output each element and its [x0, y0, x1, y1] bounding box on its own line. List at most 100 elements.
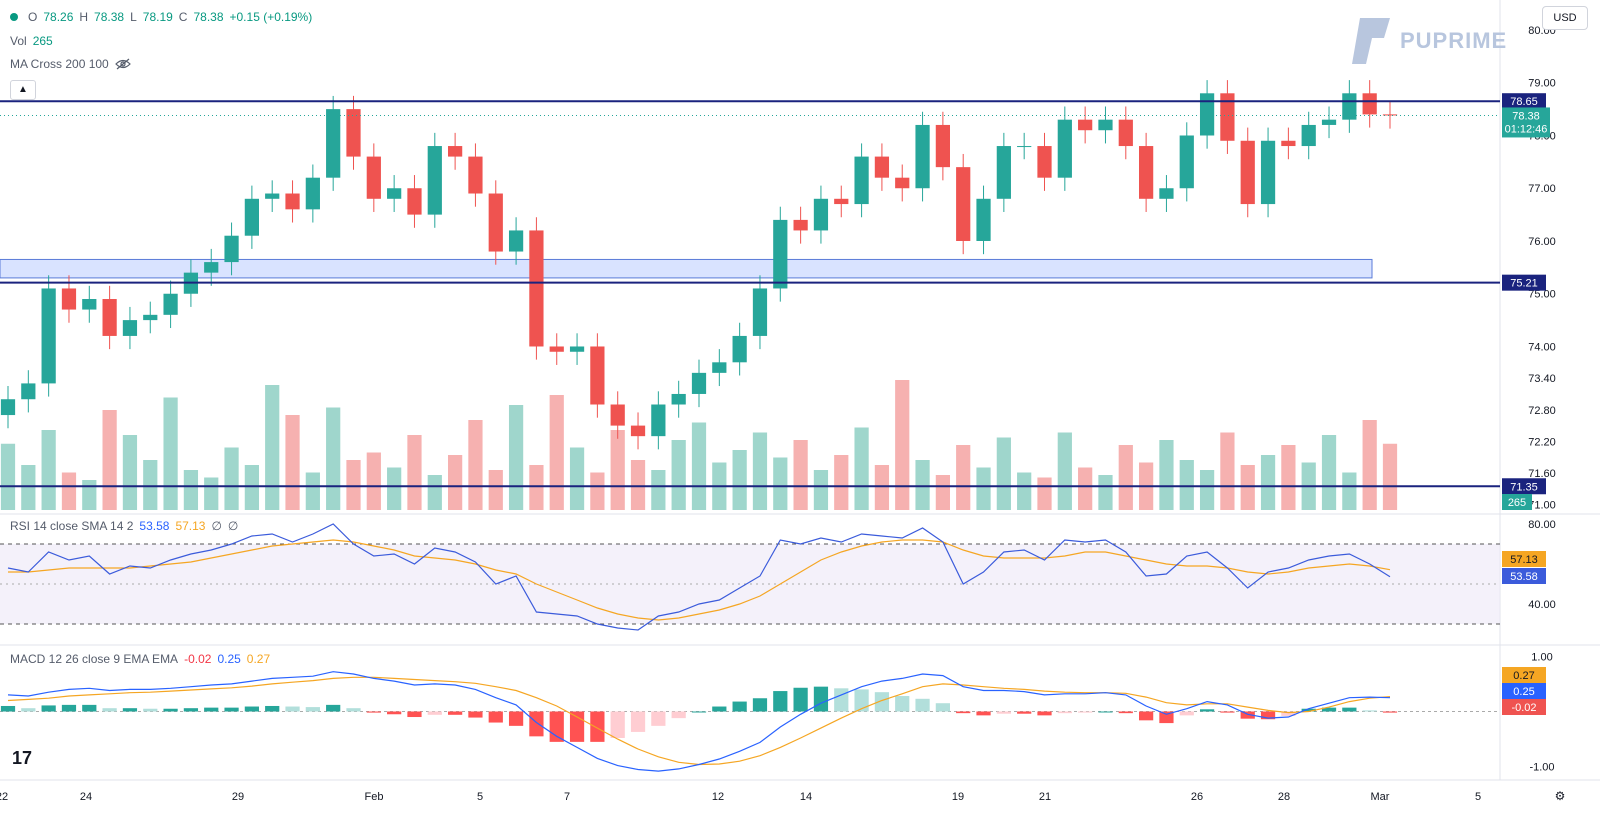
volume-bar — [1362, 420, 1377, 510]
volume-bar — [82, 480, 97, 510]
macd-value-tag — [1502, 683, 1546, 699]
price-axis-tick: 76.00 — [1528, 236, 1556, 248]
macd-histogram-bar — [691, 711, 707, 713]
macd-signal-value: 0.27 — [246, 652, 271, 666]
macd-value-label: -0.02 — [1511, 702, 1536, 714]
collapse-legend-button[interactable]: ▲ — [10, 80, 36, 100]
macd-histogram-bar — [163, 708, 178, 712]
candle-body — [508, 230, 524, 252]
macd-histogram-bar — [1382, 711, 1398, 713]
candle-body — [1301, 124, 1316, 147]
macd-histogram-bar — [854, 689, 869, 712]
macd-histogram-bar — [956, 711, 971, 714]
candle-body — [1362, 93, 1377, 115]
time-axis-tick: 22 — [0, 791, 8, 803]
time-axis-tick: 26 — [1191, 791, 1203, 803]
candle-body — [1139, 146, 1154, 199]
volume-bar — [163, 397, 178, 510]
volume-bar — [915, 460, 930, 510]
candle-body — [204, 262, 219, 273]
candle-body — [529, 230, 544, 347]
macd-histogram-bar — [102, 708, 117, 712]
candle-body — [1321, 119, 1337, 125]
macd-legend[interactable]: MACD 12 26 close 9 EMA EMA -0.02 0.25 0.… — [10, 652, 270, 666]
candle-body — [387, 188, 402, 199]
volume-bar — [1159, 440, 1174, 510]
macd-histogram-bar — [427, 711, 442, 715]
macd-histogram-bar — [1281, 711, 1296, 716]
candle-body — [935, 124, 950, 168]
candle-body — [996, 146, 1011, 199]
volume-bar — [773, 457, 788, 510]
volume-bar — [305, 472, 320, 510]
tradingview-logo-icon[interactable]: 17 — [12, 748, 33, 768]
eye-hidden-icon[interactable] — [114, 58, 131, 70]
candle-body — [448, 146, 463, 157]
candle-body — [976, 198, 991, 241]
volume-bar — [935, 475, 950, 510]
volume-bar — [956, 445, 971, 510]
candle-body — [691, 372, 707, 394]
candle-body — [590, 346, 605, 405]
macd-histogram-bar — [122, 708, 138, 712]
macd-histogram-bar — [773, 691, 788, 712]
macd-histogram-bar — [732, 701, 747, 712]
candle-body — [407, 188, 422, 215]
time-axis-tick: 5 — [1475, 791, 1481, 803]
candle-body — [712, 362, 727, 373]
macd-histogram-bar — [569, 711, 585, 742]
candle-body — [915, 124, 930, 189]
rsi-legend[interactable]: RSI 14 close SMA 14 2 53.58 57.13 ∅ ∅ — [10, 519, 238, 533]
macd-histogram-bar — [488, 711, 503, 723]
close-value: 78.38 — [193, 10, 224, 24]
time-axis-tick: 19 — [952, 791, 964, 803]
ma-legend[interactable]: MA Cross 200 100 — [10, 57, 131, 71]
candle-body — [41, 288, 56, 384]
macd-axis-tick: 1.00 — [1531, 651, 1552, 663]
volume-legend[interactable]: Vol 265 — [10, 34, 53, 48]
candle-body — [1037, 146, 1052, 178]
volume-bar — [630, 460, 646, 510]
macd-histogram-bar — [508, 711, 524, 726]
time-axis-tick: 21 — [1039, 791, 1051, 803]
currency-selector[interactable]: USD — [1542, 6, 1588, 30]
volume-bar — [508, 405, 524, 510]
volume-bar — [691, 422, 707, 510]
macd-histogram-bar — [1179, 711, 1194, 716]
candle-body — [1098, 119, 1113, 131]
macd-value-tag — [1502, 667, 1546, 683]
candle-body — [1118, 119, 1133, 147]
macd-histogram-bar — [610, 711, 625, 739]
rsi-sma-line — [8, 539, 1391, 621]
macd-histogram-bar — [143, 708, 158, 712]
volume-bar — [387, 467, 402, 510]
candle-body — [1260, 140, 1276, 205]
volume-bar — [732, 450, 747, 510]
macd-histogram-bar — [651, 711, 666, 726]
settings-gear-icon: ⚙ — [1555, 789, 1566, 803]
open-value: 78.26 — [43, 10, 74, 24]
macd-histogram-bar — [813, 686, 829, 712]
volume-bar — [122, 435, 138, 510]
candle-body — [285, 193, 300, 210]
last-price-tag — [1502, 107, 1550, 138]
macd-histogram-bar — [21, 708, 36, 712]
time-axis-tick: 5 — [477, 791, 483, 803]
volume-bar — [346, 460, 361, 510]
volume-bar — [996, 437, 1011, 510]
macd-histogram-bar — [1342, 707, 1357, 712]
macd-histogram-bar — [976, 711, 991, 716]
volume-bar — [1321, 435, 1337, 510]
volume-bar — [1078, 467, 1093, 510]
volume-bar — [569, 447, 585, 510]
macd-histogram-bar — [1139, 711, 1154, 721]
time-axis-tick: 14 — [800, 791, 812, 803]
macd-line — [7, 671, 1391, 772]
candle-body — [265, 193, 280, 199]
price-axis-tick: 72.20 — [1528, 436, 1556, 448]
price-axis-tick: 77.00 — [1528, 183, 1556, 195]
macd-histogram-bar — [366, 711, 381, 713]
macd-histogram-bar — [407, 711, 422, 718]
macd-histogram-bar — [244, 706, 259, 712]
